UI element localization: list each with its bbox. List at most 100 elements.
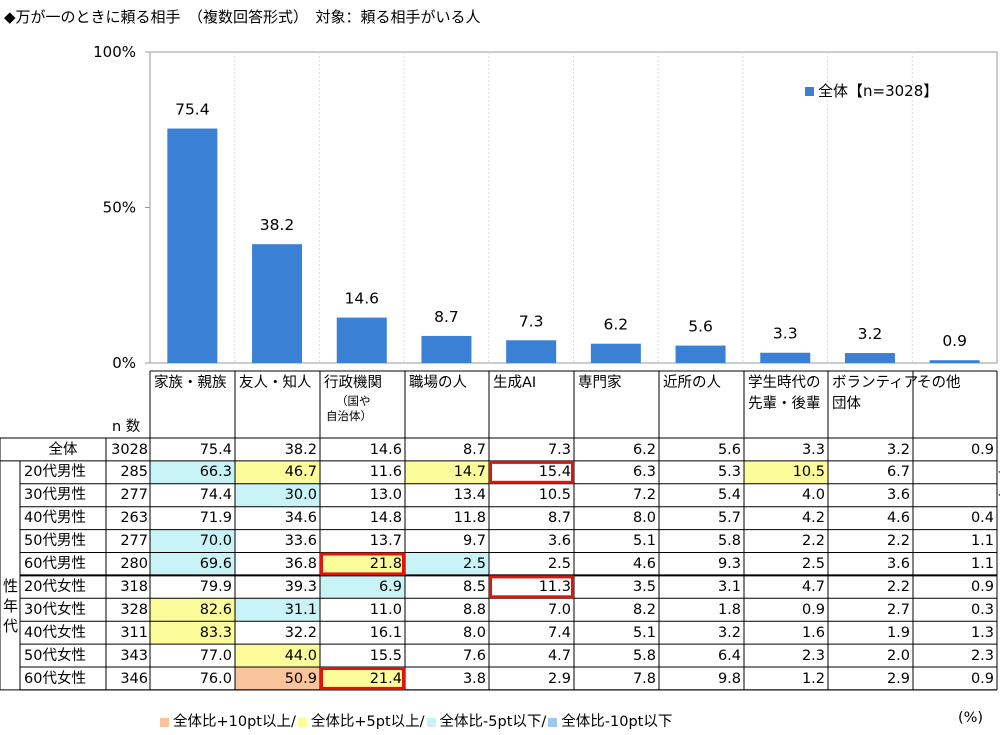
table-cell: 13.7 — [369, 533, 402, 550]
table-cell: 3.6 — [547, 533, 571, 550]
table-cell: 6.3 — [632, 464, 656, 481]
bar — [336, 317, 387, 363]
table-cell: 1.8 — [717, 601, 741, 618]
column-header: 学生時代の 先輩・後輩 — [748, 373, 821, 415]
table-cell: 79.9 — [199, 578, 232, 595]
bar — [929, 360, 980, 363]
n-count-header: n 数 — [112, 419, 141, 435]
table-cell: 4.7 — [547, 647, 571, 664]
table-cell: 2.5 — [801, 556, 825, 572]
cell-fill — [150, 460, 235, 484]
table-cell: 3.6 — [886, 487, 910, 504]
row-n: 311 — [120, 624, 148, 641]
bar — [167, 128, 218, 363]
column-header-line: 家族・親族 — [154, 375, 227, 391]
table-cell: 3.8 — [462, 670, 486, 687]
table-cell: 30.0 — [284, 487, 317, 504]
table-cell: - — [998, 463, 1000, 481]
row-label: 30代女性 — [24, 601, 86, 618]
table-cell: 8.7 — [462, 441, 486, 458]
table-cell: 3.2 — [717, 624, 741, 641]
legend-swatch — [805, 87, 814, 96]
column-header-line: 近所の人 — [663, 375, 721, 391]
table-cell: 2.2 — [801, 533, 825, 550]
table-cell: 5.8 — [632, 647, 656, 664]
color-legend-label: 全体比+10pt以上/ — [173, 714, 296, 730]
table-cell: 7.4 — [547, 624, 571, 641]
cell-fill — [235, 667, 320, 690]
table-cell: 6.9 — [378, 578, 402, 595]
table-cell: 7.3 — [547, 441, 571, 458]
table-cell: 2.2 — [886, 578, 910, 595]
row-label: 50代男性 — [24, 533, 86, 550]
bar — [844, 353, 895, 363]
row-n: 263 — [120, 510, 148, 527]
row-label: 30代男性 — [24, 487, 86, 504]
table-cell: 7.2 — [632, 487, 656, 504]
table-cell: 3.3 — [801, 441, 825, 458]
table-cell: 5.4 — [717, 487, 741, 504]
bar — [675, 345, 726, 363]
cell-fill — [405, 460, 489, 484]
y-tick-label: 50% — [103, 199, 136, 217]
column-header-line: 生成AI — [493, 375, 537, 391]
bar-value-label: 6.2 — [604, 316, 629, 334]
column-header: 友人・知人 — [239, 373, 312, 394]
table-cell: 11.0 — [369, 601, 402, 618]
table-cell: 3.2 — [886, 441, 910, 458]
column-header: 行政機関 （国や 自治体） — [324, 373, 382, 424]
table-cell: 1.2 — [801, 670, 825, 687]
row-n: 318 — [120, 578, 148, 595]
column-header: その他 — [917, 373, 961, 394]
table-cell: 3.1 — [717, 578, 741, 595]
table-cell: 33.6 — [284, 533, 317, 550]
row-n: 277 — [120, 487, 148, 504]
column-header-sub: （国や — [336, 394, 371, 408]
row-n: 3028 — [111, 441, 148, 458]
y-tick-label: 0% — [112, 354, 136, 372]
table-cell: 0.4 — [970, 510, 994, 527]
cell-fill — [150, 552, 235, 576]
row-n: 277 — [120, 533, 148, 550]
cell-fill — [320, 552, 405, 576]
table-cell: 1.6 — [801, 624, 825, 641]
y-tick-label: 100% — [93, 43, 136, 61]
table-cell: 8.2 — [632, 601, 656, 618]
column-header-line: 団体 — [832, 396, 861, 412]
cell-fill — [744, 460, 828, 484]
column-header: 生成AI — [493, 373, 536, 394]
table-cell: 74.4 — [199, 487, 232, 504]
cell-fill — [405, 552, 489, 576]
table-cell: 8.0 — [462, 624, 486, 641]
column-header: 職場の人 — [409, 373, 467, 394]
bar — [421, 335, 472, 363]
color-legend-label: 全体比+5pt以上/ — [310, 714, 425, 730]
table-cell: 9.7 — [462, 533, 486, 550]
color-legend-label: 全体比-10pt以下 — [561, 714, 673, 730]
table-cell: 2.9 — [886, 670, 910, 687]
bar — [590, 343, 641, 363]
table-cell: 38.2 — [284, 441, 317, 458]
table-cell: 4.6 — [632, 556, 656, 572]
table-cell: 21.8 — [369, 556, 402, 572]
table-cell: 5.1 — [632, 533, 656, 550]
table-cell: 2.7 — [886, 601, 910, 618]
row-label: 40代男性 — [24, 510, 86, 527]
table-cell: 8.0 — [632, 510, 656, 527]
table-cell: 2.0 — [886, 647, 910, 664]
column-header-line: ボランティア — [832, 375, 919, 391]
column-header-line: 先輩・後輩 — [748, 396, 821, 412]
cell-fill — [235, 598, 320, 622]
table-cell: 0.3 — [970, 601, 994, 618]
table-cell: 8.7 — [547, 510, 571, 527]
bar-value-label: 14.6 — [344, 290, 379, 308]
table-cell: 9.3 — [717, 556, 741, 572]
column-header-line: 行政機関 — [324, 375, 382, 391]
table-cell: 5.6 — [717, 441, 741, 458]
row-label: 60代女性 — [24, 670, 86, 687]
table-cell: - — [998, 486, 1000, 504]
color-legend-swatch — [160, 717, 169, 727]
table-cell: 1.3 — [970, 624, 994, 641]
table-cell: 2.2 — [886, 533, 910, 550]
